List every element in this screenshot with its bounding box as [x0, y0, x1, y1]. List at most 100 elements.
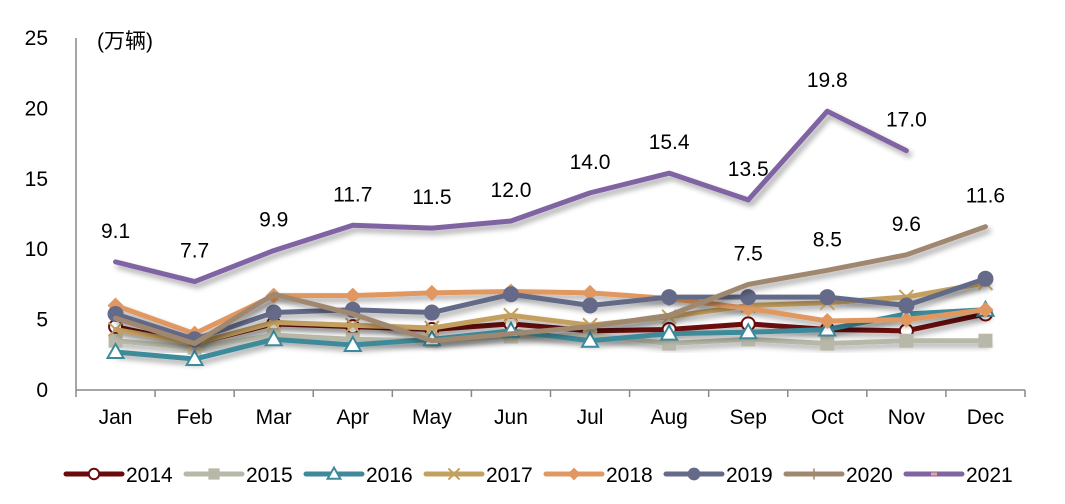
marker-circle	[423, 304, 440, 321]
marker-square	[108, 333, 123, 348]
marker-circle	[740, 289, 757, 306]
marker-square	[978, 333, 993, 348]
data-label-2021: 14.0	[570, 151, 611, 174]
data-label-2021: 11.5	[412, 186, 451, 209]
legend-item-2014: 2014	[63, 464, 173, 487]
series-line-2019	[113, 276, 988, 342]
marker-diamond	[898, 311, 915, 328]
legend-label: 2018	[606, 464, 653, 487]
marker-x	[447, 467, 461, 481]
x-tick-label: Feb	[177, 406, 213, 429]
legend-item-2017: 2017	[423, 464, 533, 487]
data-label-2021: 15.4	[649, 131, 690, 154]
data-labels: 7.5 8.5 9.6 11.6 9.1 7.7 9.9 11.7 11.5 12.0 14.0 15…	[101, 69, 1005, 265]
data-label-2021: 19.8	[807, 69, 848, 92]
marker-square	[820, 336, 835, 351]
marker-diamond	[423, 284, 440, 301]
marker-open-triangle	[263, 329, 284, 347]
data-label-2021: 9.1	[101, 220, 130, 243]
marker-open-circle	[87, 467, 101, 481]
marker-diamond	[344, 287, 361, 304]
marker-circle	[661, 289, 678, 306]
y-tick-label: 25	[25, 27, 48, 50]
marker-diamond	[567, 467, 581, 481]
legend-label: 2021	[966, 464, 1013, 487]
legend-item-2021: 2021	[903, 464, 1013, 487]
marker-open-triangle	[343, 334, 363, 352]
x-tick-label: Apr	[336, 406, 369, 429]
marker-x	[345, 317, 361, 333]
legend-item-2016: 2016	[303, 464, 413, 487]
marker-open-triangle	[184, 349, 205, 367]
series-line-2020	[113, 224, 988, 347]
data-label-2020: 7.5	[734, 242, 763, 265]
data-label-2021: 11.7	[333, 183, 372, 206]
x-tick-label: Nov	[888, 406, 926, 429]
legend-label: 2017	[486, 464, 533, 487]
series-line-2021	[113, 108, 909, 285]
legend-label: 2016	[366, 464, 413, 487]
data-label-2021: 9.9	[259, 209, 288, 232]
marker-open-triangle	[738, 322, 758, 340]
series-line-2016	[113, 307, 988, 362]
y-tick-label: 15	[25, 168, 48, 191]
legend-label: 2014	[126, 464, 173, 487]
x-tick-label: Jun	[494, 406, 528, 429]
marker-open-triangle	[105, 341, 126, 359]
marker-x	[424, 320, 440, 336]
marker-diamond	[819, 313, 836, 330]
x-tick-label: Dec	[967, 406, 1004, 429]
marker-circle	[687, 467, 701, 481]
legend-item-2019: 2019	[663, 464, 773, 487]
x-tick-label: Jul	[577, 406, 604, 429]
series-line-2017	[113, 280, 988, 347]
legend-item-2020: 2020	[783, 464, 893, 487]
series-2021	[113, 108, 909, 285]
data-label-2020: 8.5	[813, 228, 842, 251]
y-tick-label: 20	[25, 97, 48, 120]
legend-item-2018: 2018	[543, 464, 653, 487]
series-layer	[105, 108, 996, 367]
marker-diamond	[740, 300, 757, 317]
x-tick-label: Oct	[811, 406, 844, 429]
y-tick-label: 0	[36, 379, 48, 402]
y-tick-label: 5	[36, 309, 48, 332]
y-tick-label: 10	[25, 238, 48, 261]
marker-open-triangle	[580, 330, 600, 348]
x-tick-label: May	[412, 406, 452, 429]
x-tick-label: Sep	[730, 406, 767, 429]
marker-open-triangle	[325, 465, 343, 480]
marker-open-triangle	[659, 323, 679, 341]
marker-circle	[582, 297, 599, 314]
legend-label: 2019	[726, 464, 773, 487]
data-label-2021: 12.0	[491, 179, 532, 202]
legend-label: 2020	[846, 464, 893, 487]
marker-square	[899, 333, 914, 348]
x-tick-label: Jan	[99, 406, 133, 429]
marker-x	[107, 321, 124, 338]
axes: 0 5 10 15 20 25 Jan Feb Mar Apr May Jun Jul Aug Sep Oct…	[25, 27, 1026, 429]
marker-circle	[819, 289, 836, 306]
series-2020	[113, 224, 988, 347]
marker-circle	[502, 286, 519, 303]
marker-square	[208, 468, 220, 480]
x-tick-label: Mar	[256, 406, 292, 429]
data-label-2021: 13.5	[728, 158, 769, 181]
data-label-2020: 11.6	[966, 185, 1005, 208]
marker-diamond	[977, 301, 994, 318]
legend: 2014 2015 2016 2017 2018 2019 2020 2021	[63, 464, 1013, 487]
marker-diamond	[582, 284, 599, 301]
marker-dash	[931, 472, 937, 476]
marker-circle	[977, 270, 994, 287]
data-label-2021: 17.0	[886, 109, 927, 132]
marker-x	[503, 307, 519, 324]
x-tick-label: Aug	[650, 406, 687, 429]
legend-label: 2015	[246, 464, 293, 487]
legend-item-2015: 2015	[183, 464, 293, 487]
marker-circle	[265, 304, 282, 321]
data-label-2020: 9.6	[892, 213, 921, 236]
unit-label: (万辆)	[97, 30, 153, 53]
marker-circle	[898, 297, 915, 314]
data-label-2021: 7.7	[180, 240, 209, 263]
